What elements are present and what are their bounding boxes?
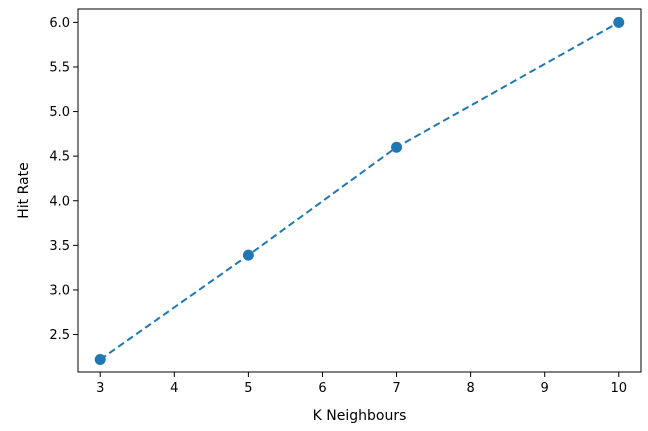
y-axis-label: Hit Rate (16, 162, 32, 218)
x-tick-label: 4 (170, 381, 178, 396)
x-axis-label: K Neighbours (313, 408, 407, 424)
x-tick-label: 3 (96, 381, 104, 396)
x-tick-label: 6 (318, 381, 326, 396)
y-tick-label: 5.5 (49, 60, 70, 75)
y-tick-label: 6.0 (49, 16, 70, 31)
x-tick-label: 7 (392, 381, 400, 396)
y-tick-label: 4.0 (49, 194, 70, 209)
data-point (391, 141, 403, 153)
plot-area (77, 8, 642, 373)
y-tick-label: 3.0 (49, 283, 70, 298)
y-axis-ticks: 2.5 3.0 3.5 4.0 4.5 5.0 5.5 6.0 (49, 16, 78, 343)
data-point (613, 16, 625, 28)
data-point (242, 249, 254, 261)
data-point (94, 354, 106, 366)
series-line (99, 21, 620, 361)
y-tick-label: 5.0 (49, 105, 70, 120)
y-tick-label: 3.5 (49, 239, 70, 254)
x-tick-label: 8 (466, 381, 474, 396)
y-tick-label: 4.5 (49, 150, 70, 165)
x-tick-label: 10 (611, 381, 628, 396)
x-tick-label: 9 (541, 381, 549, 396)
series-layer (94, 16, 625, 366)
x-tick-label: 5 (244, 381, 252, 396)
x-axis-ticks: 3 4 5 6 7 8 9 10 (96, 372, 627, 396)
y-tick-label: 2.5 (49, 328, 70, 343)
